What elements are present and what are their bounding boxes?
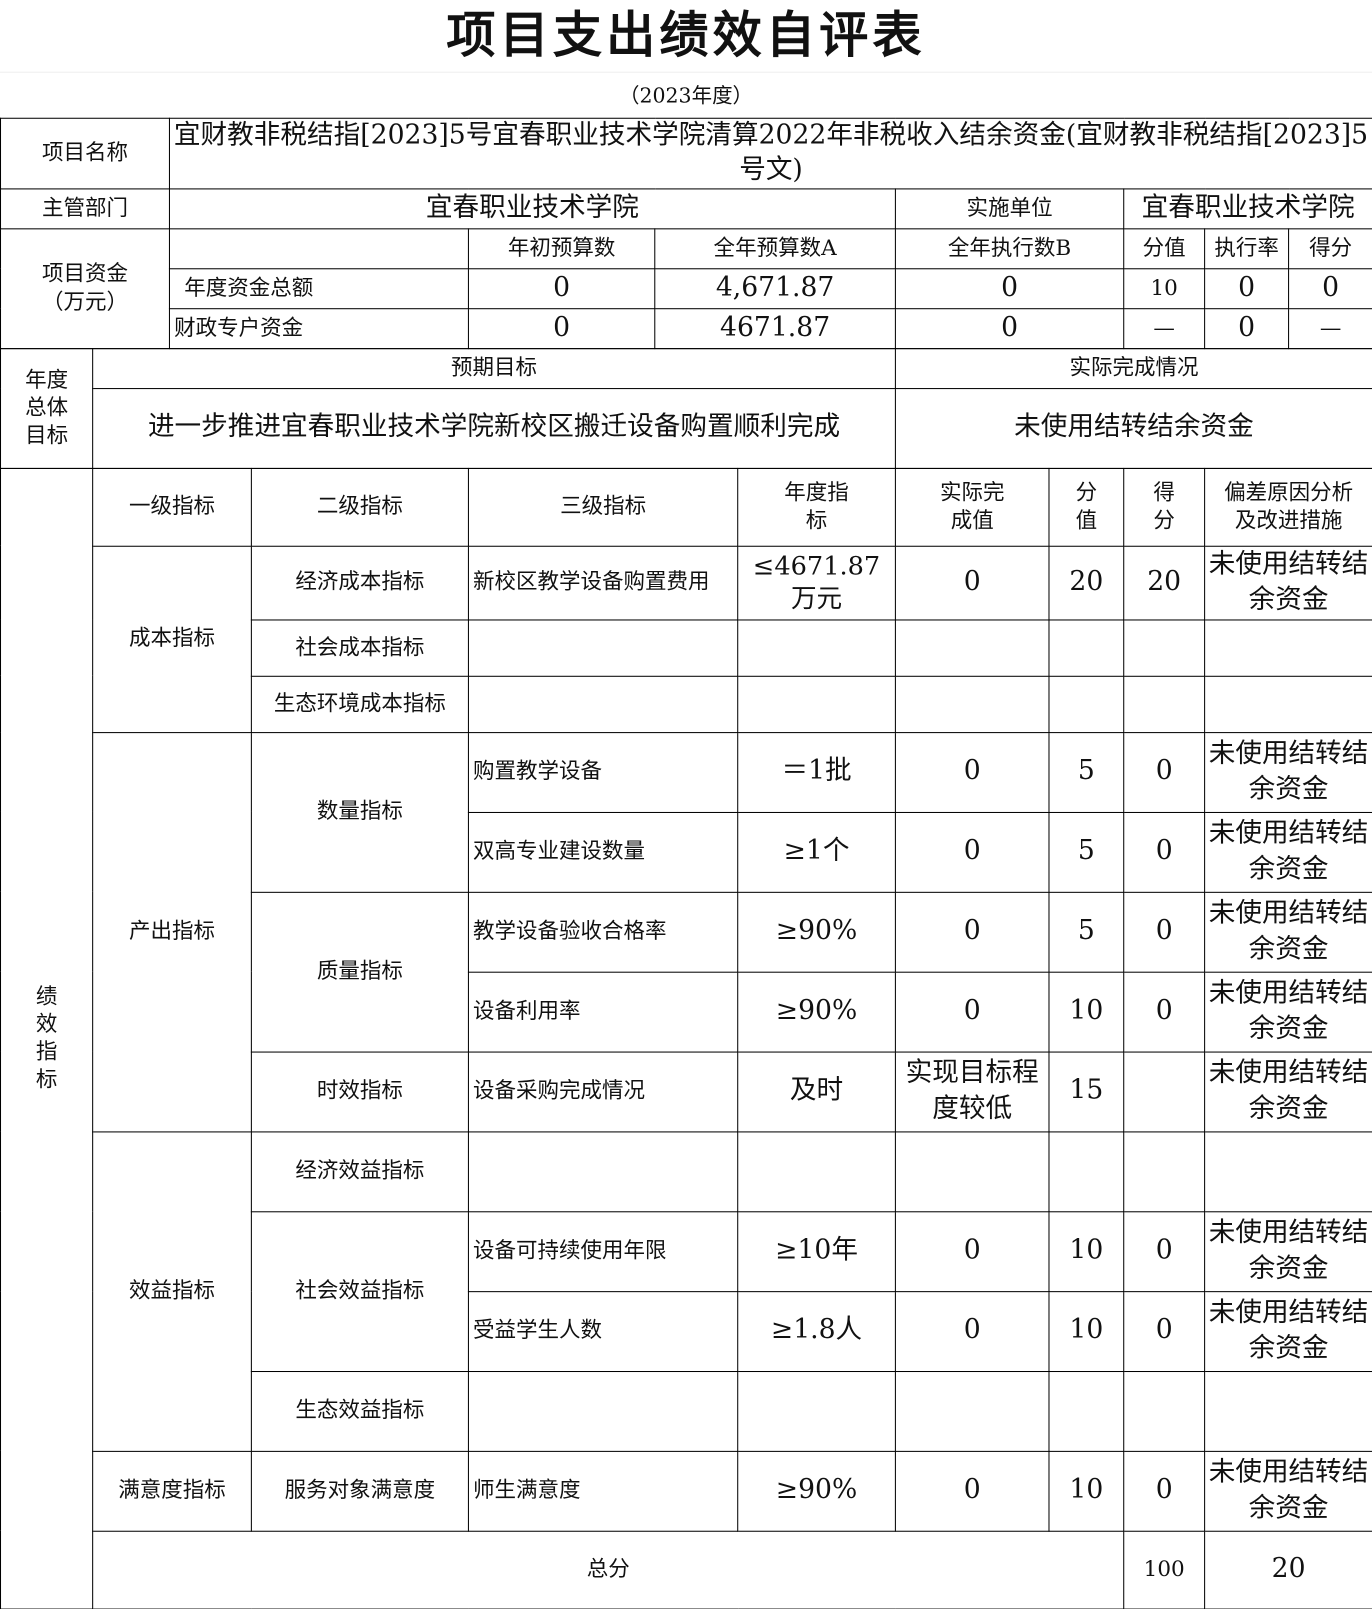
table-row: 效益指标 经济效益指标 — [1, 1130, 1372, 1452]
funds-table: 项目名称 宜财教非税结指[2023]5号宜春职业技术学院清算2022年非税收入结… — [0, 117, 1372, 349]
header: 二级指标 — [250, 467, 469, 547]
header: 得分 — [1123, 467, 1206, 547]
header: 分值 — [1048, 467, 1125, 547]
table-row: 生态环境成本指标 — [1, 675, 1372, 733]
l2-indicator: 社会成本指标 — [250, 619, 469, 677]
header: 实际完成值 — [894, 467, 1050, 547]
project-name-label: 项目名称 — [0, 117, 170, 190]
funds-header-blank — [168, 227, 469, 269]
page-title: 项目支出绩效自评表 — [0, 0, 1372, 73]
funds-header: 全年预算数A — [654, 227, 896, 269]
dept-label: 主管部门 — [0, 187, 170, 229]
total-label: 总分 — [92, 1530, 1125, 1609]
l2-indicator: 生态环境成本指标 — [250, 675, 469, 733]
l2-indicator: 社会效益指标 — [250, 1210, 469, 1372]
l2-indicator: 生态效益指标 — [250, 1370, 469, 1452]
funds-label: 项目资金（万元） — [0, 227, 170, 349]
table-row: 质量指标 教学设备验收合格率 ≥90% 0 5 0 未使用结转结余资金 — [1, 891, 1372, 1053]
funds-header: 年初预算数 — [467, 227, 656, 269]
l2-indicator: 经济成本指标 — [250, 545, 469, 621]
table-row: 受益学生人数 ≥1.8人 0 10 0 未使用结转结余资金 — [1, 1290, 1372, 1372]
table-row: 设备利用率 ≥90% 0 10 0 未使用结转结余资金 — [1, 971, 1372, 1053]
table-row: 生态效益指标 — [1, 1370, 1372, 1452]
expected-label: 预期目标 — [92, 347, 896, 389]
funds-row: 财政专户资金 0 4671.87 0 — 0 — — [1, 307, 1372, 349]
project-name: 宜财教非税结指[2023]5号宜春职业技术学院清算2022年非税收入结余资金(宜… — [168, 117, 1372, 190]
l2-indicator: 数量指标 — [250, 731, 469, 893]
header: 一级指标 — [92, 467, 252, 547]
table-row: 产出指标 数量指标 购置教学设备 ＝1批 0 5 0 未使用结转结余资金 — [1, 731, 1372, 1133]
funds-header: 全年执行数B — [894, 227, 1125, 269]
total-score: 20 — [1204, 1530, 1372, 1609]
l1-indicator: 成本指标 — [92, 545, 252, 733]
l2-indicator: 经济效益指标 — [250, 1130, 469, 1212]
header: 年度指标 — [737, 467, 896, 547]
indicators-table: 绩效指标 一级指标 二级指标 三级指标 年度指标 实际完成值 分值 得分 偏差原… — [0, 467, 1372, 1609]
l2-indicator: 服务对象满意度 — [250, 1450, 469, 1532]
l2-indicator: 质量指标 — [250, 891, 469, 1053]
l1-indicator: 满意度指标 — [92, 1450, 252, 1532]
table-row: 时效指标 设备采购完成情况 及时 实现目标程度较低 15 未使用结转结余资金 — [1, 1051, 1372, 1133]
funds-header: 执行率 — [1204, 227, 1290, 269]
funds-header: 分值 — [1123, 227, 1206, 269]
actual-result: 未使用结转结余资金 — [894, 387, 1372, 469]
total-row: 总分 100 20 — [1, 1530, 1372, 1609]
header: 偏差原因分析及改进措施 — [1204, 467, 1372, 547]
table-row: 社会效益指标 设备可持续使用年限 ≥10年 0 10 0 未使用结转结余资金 — [1, 1210, 1372, 1372]
table-row: 成本指标 经济成本指标 新校区教学设备购置费用 ≤4671.87万元 0 20 … — [1, 545, 1372, 733]
table-row: 双高专业建设数量 ≥1个 0 5 0 未使用结转结余资金 — [1, 811, 1372, 893]
funds-row: 年度资金总额 0 4,671.87 0 10 0 0 — [1, 267, 1372, 309]
goal-label: 年度总体目标 — [0, 347, 94, 469]
actual-label: 实际完成情况 — [894, 347, 1372, 389]
impl-value: 宜春职业技术学院 — [1123, 187, 1372, 229]
header: 三级指标 — [467, 467, 739, 547]
l1-indicator: 产出指标 — [92, 731, 252, 1133]
year-subtitle: （2023年度） — [618, 82, 754, 108]
funds-header: 得分 — [1288, 227, 1372, 269]
table-row: 满意度指标 服务对象满意度 师生满意度 ≥90% 0 10 0 未使用结转结余资… — [1, 1450, 1372, 1532]
l2-indicator: 时效指标 — [250, 1051, 469, 1133]
indicators-label: 绩效指标 — [0, 467, 94, 1609]
expected-goal: 进一步推进宜春职业技术学院新校区搬迁设备购置顺利完成 — [92, 387, 896, 469]
impl-label: 实施单位 — [894, 187, 1125, 229]
l1-indicator: 效益指标 — [92, 1130, 252, 1452]
total-score-value: 100 — [1123, 1530, 1206, 1609]
dept-value: 宜春职业技术学院 — [168, 187, 896, 229]
goal-table: 年度总体目标 预期目标 实际完成情况 进一步推进宜春职业技术学院新校区搬迁设备购… — [0, 347, 1372, 469]
